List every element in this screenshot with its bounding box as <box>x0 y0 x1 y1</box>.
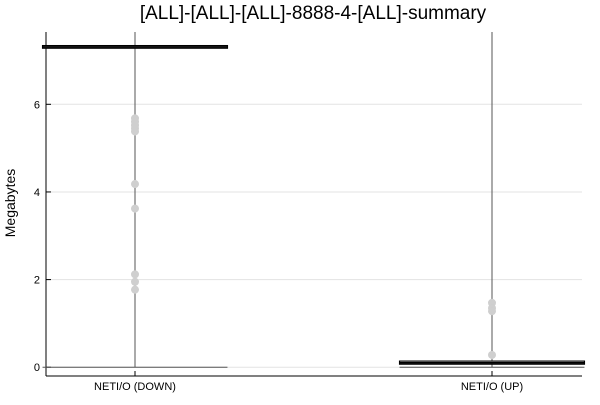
outlier-point-series-1-4 <box>131 127 139 136</box>
box-series-1 <box>41 32 229 368</box>
y-ticks: 0 2 4 6 <box>34 99 51 374</box>
outlier-point-series-1-9 <box>131 285 139 294</box>
boxes <box>41 32 586 368</box>
y-axis-label: Megabytes <box>2 169 18 237</box>
x-ticks: NETI/O (DOWN) NETI/O (UP) <box>94 371 523 393</box>
y-tick-label-4: 4 <box>34 187 40 199</box>
x-tick-label-series-1: NETI/O (DOWN) <box>94 381 176 393</box>
x-tick-label-series-2: NETI/O (UP) <box>461 381 523 393</box>
outlier-point-series-1-7 <box>131 270 139 279</box>
y-tick-label-2: 2 <box>34 275 40 287</box>
box-series-2 <box>398 32 586 368</box>
outlier-point-series-2-2 <box>488 307 496 316</box>
axes <box>45 32 582 377</box>
outlier-point-series-1-5 <box>131 180 139 189</box>
chart-title: [ALL]-[ALL]-[ALL]-8888-4-[ALL]-summary <box>140 3 487 24</box>
grid-lines <box>46 103 582 368</box>
outlier-point-series-1-6 <box>131 204 139 213</box>
y-tick-label-0: 0 <box>34 362 40 374</box>
outlier-point-series-1-8 <box>131 277 139 286</box>
outlier-point-series-2-3 <box>488 350 496 359</box>
y-tick-label-6: 6 <box>34 99 40 111</box>
